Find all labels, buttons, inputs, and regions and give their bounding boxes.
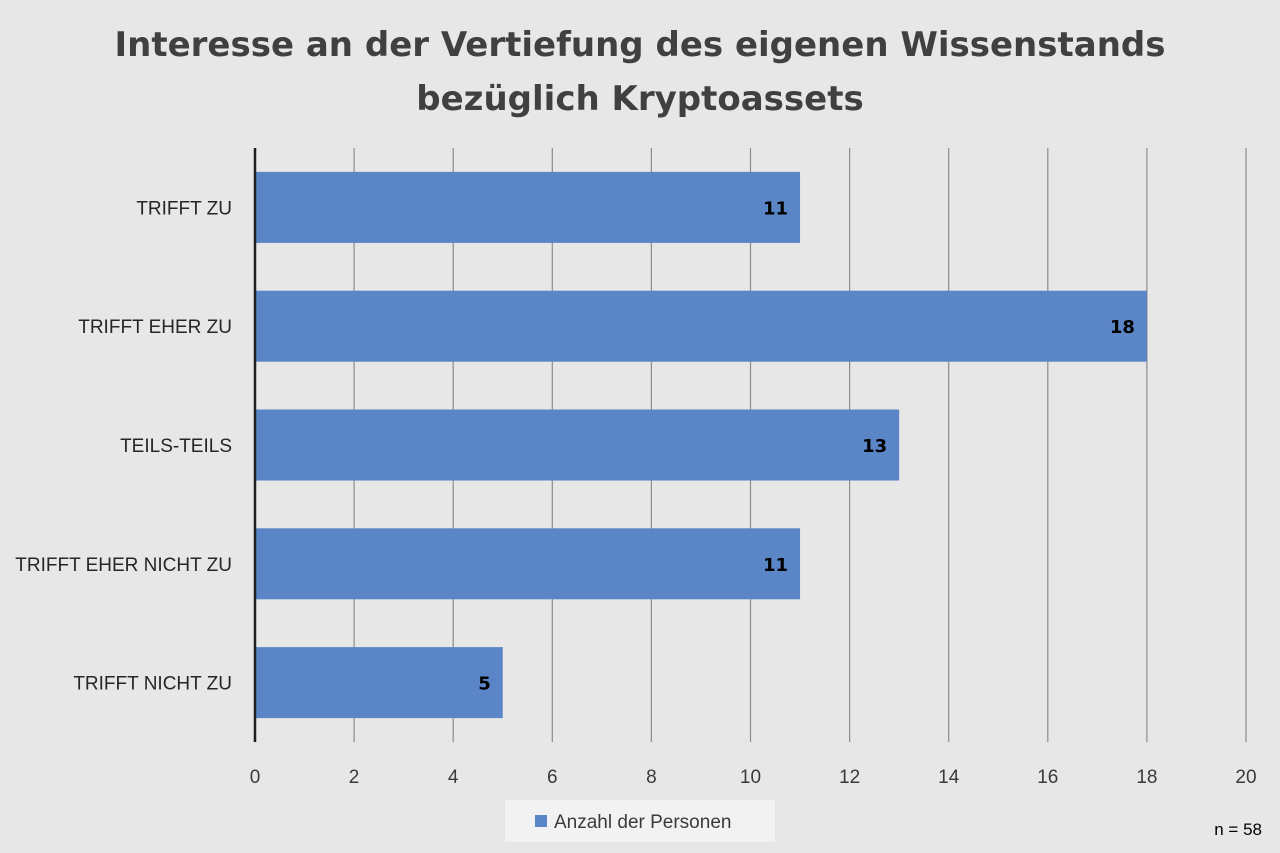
bar-4 (255, 647, 503, 719)
bar-1 (255, 290, 1147, 362)
category-label-1: TRIFFT EHER ZU (78, 317, 232, 338)
x-tick-label-2: 4 (448, 767, 459, 788)
x-tick-label-6: 12 (839, 767, 860, 788)
category-label-4: TRIFFT NICHT ZU (73, 674, 232, 695)
legend-label: Anzahl der Personen (554, 812, 731, 833)
bar-3 (255, 528, 801, 600)
bars: 11 18 13 11 5 (255, 171, 1147, 719)
x-tick-label-5: 10 (740, 767, 761, 788)
legend-swatch (535, 815, 547, 827)
bar-2 (255, 409, 900, 481)
bar-0 (255, 171, 801, 243)
category-label-3: TRIFFT EHER NICHT ZU (15, 555, 232, 576)
legend-box (505, 800, 775, 842)
chart-title-line-2: bezüglich Kryptoassets (416, 79, 863, 119)
x-tick-label-3: 6 (547, 767, 558, 788)
data-label-1: 18 (1110, 317, 1135, 338)
x-tick-label-10: 20 (1235, 767, 1256, 788)
chart-title-line-1: Interesse an der Vertiefung des eigenen … (115, 25, 1166, 65)
data-label-3: 11 (763, 555, 788, 576)
sample-size-note: n = 58 (1214, 820, 1262, 839)
x-axis-tick-labels: 0 2 4 6 8 10 12 14 16 18 20 (250, 767, 1257, 788)
data-label-0: 11 (763, 198, 788, 219)
x-tick-label-1: 2 (349, 767, 360, 788)
category-labels: TRIFFT ZU TRIFFT EHER ZU TEILS-TEILS TRIFFT… (15, 198, 232, 694)
data-label-4: 5 (478, 674, 491, 695)
data-label-2: 13 (862, 436, 887, 457)
x-tick-label-9: 18 (1136, 767, 1157, 788)
x-tick-label-8: 16 (1037, 767, 1058, 788)
x-tick-label-0: 0 (250, 767, 261, 788)
category-label-2: TEILS-TEILS (120, 436, 232, 457)
x-tick-label-4: 8 (646, 767, 657, 788)
legend: Anzahl der Personen (505, 800, 775, 842)
x-tick-label-7: 14 (938, 767, 960, 788)
category-label-0: TRIFFT ZU (136, 198, 232, 219)
